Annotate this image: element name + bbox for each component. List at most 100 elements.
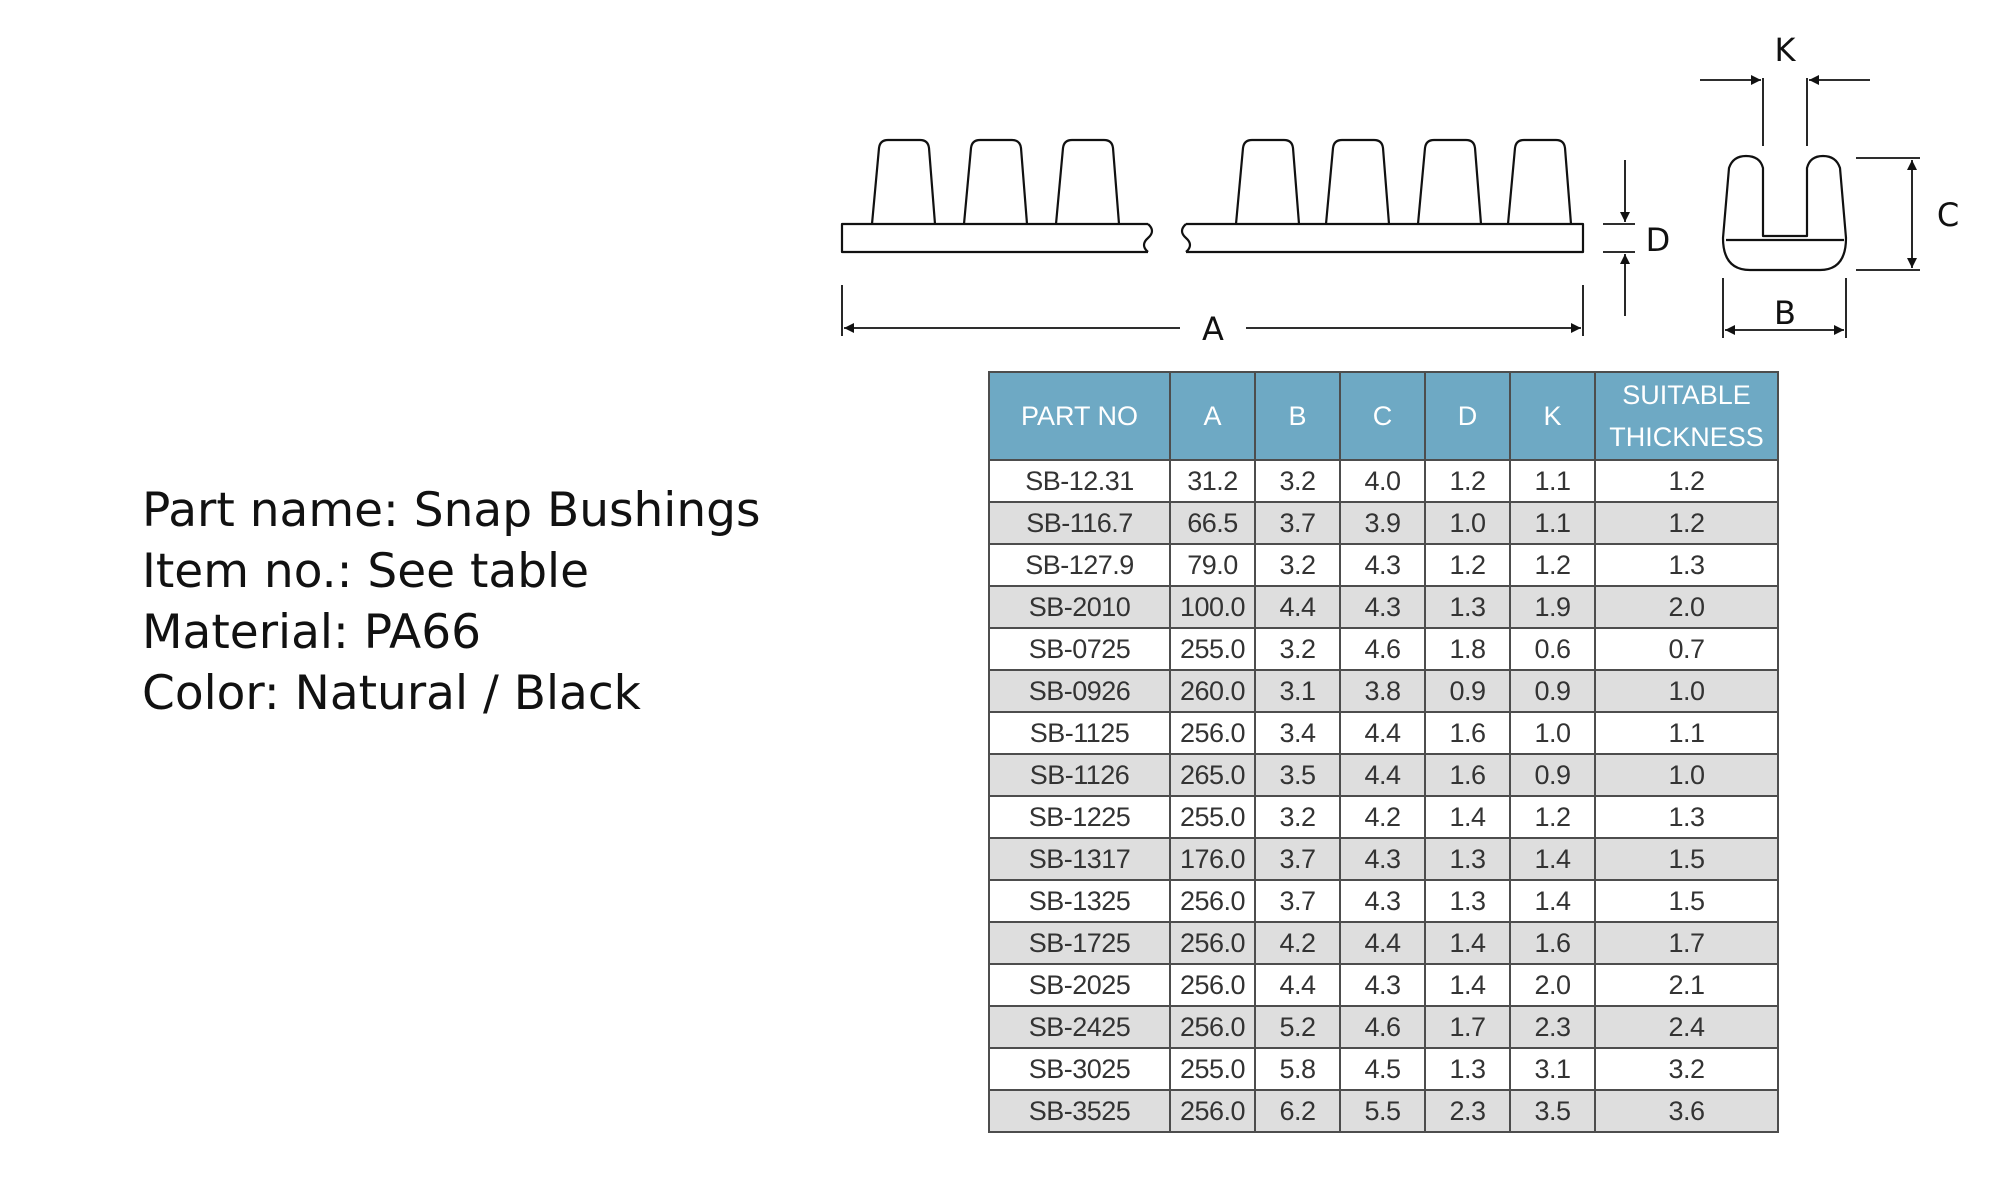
table-row: SB-0926 260.0 3.1 3.8 0.9 0.9 1.0 — [988, 669, 1779, 713]
cell-c: 5.5 — [1339, 1089, 1426, 1133]
cell-c: 3.8 — [1339, 669, 1426, 713]
cell-k: 0.9 — [1509, 669, 1596, 713]
cell-suitable-thickness: 1.7 — [1594, 921, 1779, 965]
cell-c: 4.3 — [1339, 879, 1426, 923]
dimension-d — [1603, 160, 1635, 316]
cell-d: 0.9 — [1424, 669, 1511, 713]
table-row: SB-1325 256.0 3.7 4.3 1.3 1.4 1.5 — [988, 879, 1779, 923]
cell-c: 4.3 — [1339, 543, 1426, 587]
cell-d: 1.8 — [1424, 627, 1511, 671]
cell-suitable-thickness: 2.4 — [1594, 1005, 1779, 1049]
cell-b: 3.2 — [1254, 459, 1341, 503]
cell-c: 4.4 — [1339, 711, 1426, 755]
cell-part-no: SB-2010 — [988, 585, 1171, 629]
cell-b: 4.4 — [1254, 963, 1341, 1007]
cell-part-no: SB-0725 — [988, 627, 1171, 671]
header-suitable-thickness: SUITABLE THICKNESS — [1594, 371, 1779, 461]
cell-b: 3.7 — [1254, 837, 1341, 881]
cell-part-no: SB-1125 — [988, 711, 1171, 755]
table-row: SB-1317 176.0 3.7 4.3 1.3 1.4 1.5 — [988, 837, 1779, 881]
cell-a: 256.0 — [1169, 711, 1256, 755]
cell-c: 3.9 — [1339, 501, 1426, 545]
cell-b: 3.7 — [1254, 879, 1341, 923]
cell-part-no: SB-116.7 — [988, 501, 1171, 545]
table-row: SB-1126 265.0 3.5 4.4 1.6 0.9 1.0 — [988, 753, 1779, 797]
cell-b: 5.8 — [1254, 1047, 1341, 1091]
table-row: SB-127.9 79.0 3.2 4.3 1.2 1.2 1.3 — [988, 543, 1779, 587]
cell-part-no: SB-1317 — [988, 837, 1171, 881]
cell-b: 4.2 — [1254, 921, 1341, 965]
cell-suitable-thickness: 1.1 — [1594, 711, 1779, 755]
cell-a: 66.5 — [1169, 501, 1256, 545]
cell-d: 1.6 — [1424, 753, 1511, 797]
cell-k: 1.6 — [1509, 921, 1596, 965]
cell-k: 1.1 — [1509, 459, 1596, 503]
dimension-label-k: K — [1775, 31, 1797, 69]
cell-k: 1.9 — [1509, 585, 1596, 629]
cell-suitable-thickness: 2.1 — [1594, 963, 1779, 1007]
cell-a: 255.0 — [1169, 1047, 1256, 1091]
table-row: SB-1125 256.0 3.4 4.4 1.6 1.0 1.1 — [988, 711, 1779, 755]
cell-b: 3.2 — [1254, 627, 1341, 671]
cell-suitable-thickness: 1.3 — [1594, 543, 1779, 587]
cell-c: 4.4 — [1339, 921, 1426, 965]
color-line: Color: Natural / Black — [142, 666, 641, 721]
cell-a: 256.0 — [1169, 963, 1256, 1007]
cell-d: 1.3 — [1424, 585, 1511, 629]
snap-tooth — [870, 138, 937, 225]
cell-k: 1.4 — [1509, 837, 1596, 881]
cell-a: 265.0 — [1169, 753, 1256, 797]
cell-d: 1.2 — [1424, 543, 1511, 587]
cell-a: 79.0 — [1169, 543, 1256, 587]
cell-c: 4.3 — [1339, 837, 1426, 881]
dimension-c — [1856, 157, 1920, 271]
cell-suitable-thickness: 0.7 — [1594, 627, 1779, 671]
snap-tooth — [1054, 138, 1121, 225]
dimension-k — [1700, 75, 1870, 146]
cell-b: 3.5 — [1254, 753, 1341, 797]
cell-a: 100.0 — [1169, 585, 1256, 629]
cell-c: 4.0 — [1339, 459, 1426, 503]
cell-suitable-thickness: 2.0 — [1594, 585, 1779, 629]
snap-tooth — [1324, 138, 1391, 225]
snap-tooth — [1506, 138, 1573, 225]
cell-d: 1.0 — [1424, 501, 1511, 545]
cell-k: 1.4 — [1509, 879, 1596, 923]
header-b: B — [1254, 371, 1341, 461]
cell-d: 1.3 — [1424, 1047, 1511, 1091]
cell-d: 1.3 — [1424, 837, 1511, 881]
snap-tooth — [1234, 138, 1301, 225]
dimension-label-b: B — [1774, 294, 1796, 332]
cell-k: 2.0 — [1509, 963, 1596, 1007]
header-a: A — [1169, 371, 1256, 461]
item-no-line: Item no.: See table — [142, 544, 590, 599]
table-row: SB-2010 100.0 4.4 4.3 1.3 1.9 2.0 — [988, 585, 1779, 629]
cell-a: 256.0 — [1169, 921, 1256, 965]
cell-k: 3.5 — [1509, 1089, 1596, 1133]
dimension-label-a: A — [1202, 310, 1224, 348]
material-line: Material: PA66 — [142, 605, 482, 660]
cell-k: 1.2 — [1509, 543, 1596, 587]
cell-d: 1.3 — [1424, 879, 1511, 923]
table-row: SB-116.7 66.5 3.7 3.9 1.0 1.1 1.2 — [988, 501, 1779, 545]
cell-d: 1.4 — [1424, 921, 1511, 965]
specification-table: PART NO A B C D K SUITABLE THICKNESS SB-… — [988, 371, 1779, 1133]
cell-part-no: SB-1126 — [988, 753, 1171, 797]
table-row: SB-0725 255.0 3.2 4.6 1.8 0.6 0.7 — [988, 627, 1779, 671]
cell-d: 1.4 — [1424, 795, 1511, 839]
header-c: C — [1339, 371, 1426, 461]
cell-b: 5.2 — [1254, 1005, 1341, 1049]
cell-k: 2.3 — [1509, 1005, 1596, 1049]
cell-a: 256.0 — [1169, 1089, 1256, 1133]
cell-suitable-thickness: 1.3 — [1594, 795, 1779, 839]
table-header-row: PART NO A B C D K SUITABLE THICKNESS — [988, 371, 1779, 461]
table-row: SB-2425 256.0 5.2 4.6 1.7 2.3 2.4 — [988, 1005, 1779, 1049]
cell-a: 256.0 — [1169, 1005, 1256, 1049]
cell-a: 31.2 — [1169, 459, 1256, 503]
part-name-line: Part name: Snap Bushings — [142, 483, 761, 538]
cell-part-no: SB-1325 — [988, 879, 1171, 923]
cell-b: 3.7 — [1254, 501, 1341, 545]
cell-d: 1.4 — [1424, 963, 1511, 1007]
cell-k: 1.0 — [1509, 711, 1596, 755]
cell-b: 3.2 — [1254, 543, 1341, 587]
